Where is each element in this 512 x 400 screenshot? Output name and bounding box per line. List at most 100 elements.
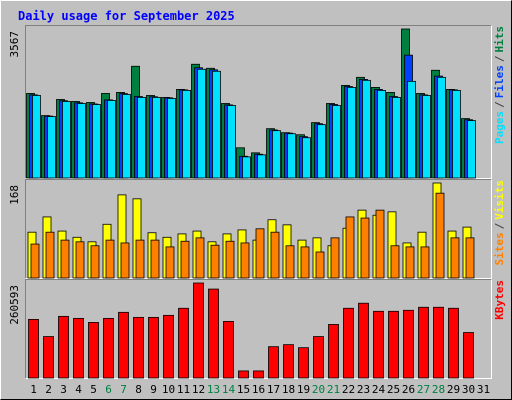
bar — [268, 346, 279, 379]
bar — [343, 307, 354, 379]
bar — [437, 76, 446, 179]
panel-border-dark — [25, 279, 492, 379]
bar — [238, 370, 249, 379]
bar — [347, 86, 356, 179]
bar — [90, 245, 100, 279]
x-tick-label: 9 — [150, 383, 157, 396]
legend: Pages / Files / Hits — [493, 26, 506, 144]
y-tick-label: 260593 — [8, 285, 21, 325]
bar — [360, 217, 370, 279]
bar — [103, 317, 114, 379]
bar — [45, 231, 55, 279]
bar — [257, 154, 266, 179]
bar — [450, 237, 460, 279]
bar — [328, 324, 339, 379]
bar — [133, 316, 144, 379]
x-tick-label: 3 — [60, 383, 67, 396]
bar — [77, 103, 86, 179]
x-tick-label: 4 — [75, 383, 82, 396]
y-tick-label: 168 — [8, 185, 21, 205]
bar — [30, 243, 40, 279]
panel-border-dark — [25, 179, 492, 279]
panel-border-light — [25, 25, 492, 179]
x-tick-label: 29 — [447, 383, 460, 396]
x-tick-label: 25 — [387, 383, 400, 396]
chart-title: Daily usage for September 2025 — [18, 9, 235, 23]
bar — [298, 347, 309, 379]
bar — [135, 239, 145, 279]
x-tick-label: 28 — [432, 383, 445, 396]
x-tick-label: 6 — [105, 383, 112, 396]
bar — [122, 94, 131, 179]
bar — [272, 130, 281, 179]
bar — [210, 244, 220, 279]
bar — [358, 302, 369, 379]
x-tick-label: 8 — [135, 383, 142, 396]
bar — [60, 239, 70, 279]
bar — [373, 310, 384, 379]
bar — [75, 241, 85, 279]
bar — [107, 100, 116, 179]
bar — [28, 318, 39, 379]
bar — [330, 237, 340, 279]
bar — [182, 90, 191, 179]
x-tick-label: 20 — [312, 383, 325, 396]
x-tick-label: 13 — [207, 383, 220, 396]
x-tick-label: 19 — [297, 383, 310, 396]
bar — [448, 307, 459, 379]
bar — [73, 317, 84, 379]
bar — [47, 116, 56, 179]
bar — [148, 316, 159, 379]
bar — [362, 79, 371, 179]
bar — [467, 120, 476, 179]
bar — [178, 307, 189, 379]
bar — [315, 251, 325, 279]
bar — [165, 246, 175, 279]
legend-entry: KBytes — [493, 280, 506, 320]
bar — [150, 239, 160, 279]
legend: Sites / Visits — [493, 180, 506, 266]
bar — [255, 228, 265, 279]
bar — [405, 246, 415, 279]
legend-separator: / — [493, 222, 506, 229]
bar — [240, 242, 250, 279]
x-tick-label: 7 — [120, 383, 127, 396]
bar — [195, 237, 205, 279]
bar — [242, 156, 251, 179]
x-tick-label: 26 — [402, 383, 415, 396]
bar — [317, 124, 326, 179]
bar — [465, 237, 475, 279]
bar — [32, 95, 41, 179]
bar — [223, 321, 234, 379]
panel-border-light — [25, 179, 492, 279]
bar — [88, 322, 99, 379]
legend-separator: / — [493, 101, 506, 108]
bar — [345, 216, 355, 279]
bar — [227, 105, 236, 179]
x-tick-label: 15 — [237, 383, 250, 396]
bar — [452, 90, 461, 179]
bar — [332, 105, 341, 179]
x-tick-label: 10 — [162, 383, 175, 396]
bar — [287, 133, 296, 179]
bar — [137, 97, 146, 179]
y-tick-label: 3567 — [8, 31, 21, 58]
bar — [212, 70, 221, 179]
bar — [120, 242, 130, 279]
bar — [180, 240, 190, 279]
bar — [167, 98, 176, 179]
bar — [270, 231, 280, 279]
x-tick-label: 21 — [327, 383, 340, 396]
bar — [197, 68, 206, 179]
bar — [418, 306, 429, 379]
bar — [422, 95, 431, 179]
x-tick-label: 14 — [222, 383, 236, 396]
bar — [463, 332, 474, 379]
legend-separator: / — [493, 55, 506, 62]
bar — [253, 370, 264, 379]
panel-border-light — [25, 279, 492, 379]
x-tick-label: 2 — [45, 383, 52, 396]
x-tick-label: 22 — [342, 383, 355, 396]
